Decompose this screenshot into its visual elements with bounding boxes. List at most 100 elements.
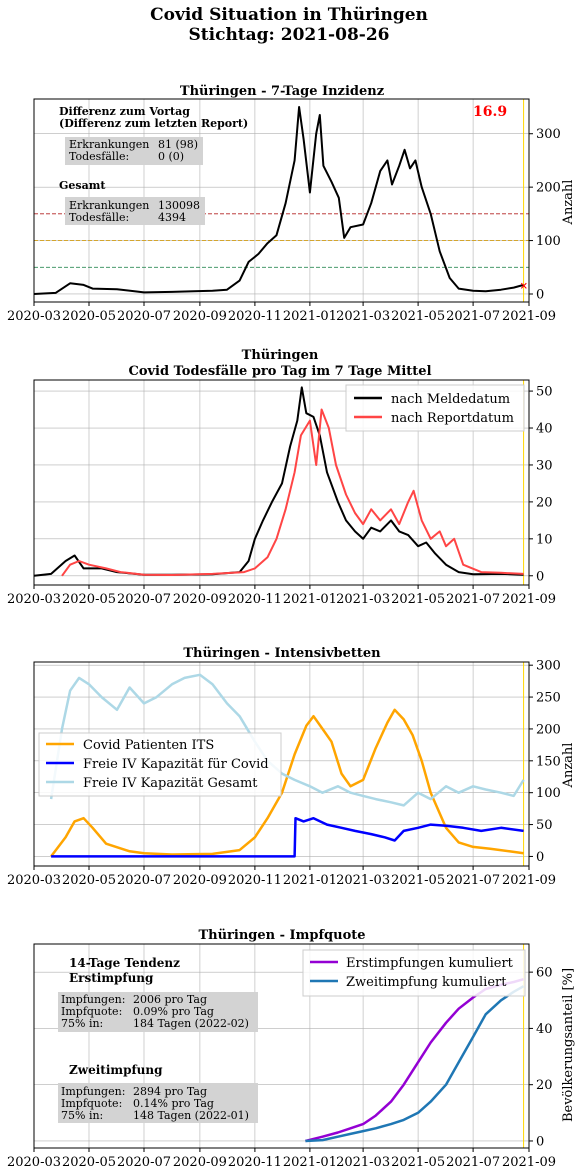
y-tick-label: 0 — [536, 1134, 544, 1149]
x-tick-label: 2020-05 — [62, 309, 116, 324]
x-tick-label: 2020-09 — [173, 1155, 227, 1170]
figure-title-line2: Stichtag: 2021-08-26 — [189, 25, 390, 45]
y-tick-label: 20 — [536, 1078, 553, 1093]
x-tick-label: 2021-01 — [283, 309, 337, 324]
y-tick-label: 300 — [536, 659, 561, 674]
panel-impfquote-ylabel: Bevölkerungsanteil [%] — [561, 968, 576, 1122]
panel-intensivbetten-ylabel: Anzahl — [561, 743, 576, 789]
x-tick-label: 2021-01 — [283, 1155, 337, 1170]
legend-impfquote: Erstimpfungen kumuliert Zweitimpfung kum… — [302, 949, 526, 997]
total-title: Gesamt — [59, 179, 106, 192]
second-row3-label: 75% in: — [61, 1109, 103, 1122]
second-row3-value: 148 Tagen (2022-01) — [133, 1109, 249, 1122]
legend-todesfaelle: nach Meldedatum nach Reportdatum — [345, 384, 525, 432]
diff-row1-label: Erkrankungen — [69, 138, 149, 151]
diff-row2-label: Todesfälle: — [69, 150, 129, 163]
x-tick-label: 2020-09 — [173, 309, 227, 324]
x-tick-label: 2020-03 — [7, 309, 61, 324]
second-box — [58, 1083, 258, 1123]
second-row1-value: 2894 pro Tag — [133, 1085, 207, 1098]
first-row2-label: Impfquote: — [61, 1005, 122, 1018]
plot-frame — [33, 98, 530, 303]
panel-impfquote-plot: 0 20 40 60 2020-03 2020-05 2020-07 2020-09 2020-… — [7, 943, 556, 1170]
diff-row2-value: 0 (0) — [158, 150, 184, 163]
first-row1-label: Impfungen: — [61, 993, 125, 1006]
first-box — [58, 992, 258, 1032]
y-tick-label: 40 — [536, 422, 553, 437]
x-tick-label: 2020-07 — [117, 309, 171, 324]
x-tick-label: 2021-05 — [391, 873, 445, 888]
plot-frame — [33, 661, 530, 867]
x-tick-label: 2020-05 — [62, 592, 116, 607]
y-tick-label: 0 — [536, 850, 544, 865]
y-tick-label: 100 — [536, 234, 561, 249]
x-tick-label: 2021-03 — [336, 309, 390, 324]
first-row3-value: 184 Tagen (2022-02) — [133, 1017, 249, 1030]
panel-todesfaelle-title-line2: Covid Todesfälle pro Tag im 7 Tage Mitte… — [128, 364, 431, 379]
diff-box — [65, 137, 203, 165]
series-line-1 — [305, 985, 525, 1143]
y-tick-label: 30 — [536, 458, 553, 473]
x-tick-label: 2020-07 — [117, 1155, 171, 1170]
total-row1-value: 130098 — [158, 199, 200, 212]
y-tick-label: 50 — [536, 385, 553, 400]
x-tick-label: 2021-07 — [446, 592, 500, 607]
legend-label-frei-gesamt: Freie IV Kapazität Gesamt — [83, 776, 258, 791]
x-tick-label: 2021-09 — [502, 592, 556, 607]
x-tick-label: 2020-03 — [7, 1155, 61, 1170]
x-tick-label: 2021-01 — [283, 592, 337, 607]
plot-frame — [33, 379, 530, 586]
x-tick-label: 2020-05 — [62, 1155, 116, 1170]
legend-label-erstimpfung: Erstimpfungen kumuliert — [346, 956, 514, 971]
x-tick-label: 2021-07 — [446, 873, 500, 888]
legend-label-zweitimpfung: Zweitimpfung kumuliert — [346, 975, 507, 990]
first-title-line1: 14-Tage Tendenz — [69, 956, 180, 970]
y-tick-label: 200 — [536, 181, 561, 196]
y-tick-label: 0 — [536, 569, 544, 584]
series-line-1 — [51, 816, 524, 858]
x-tick-label: 2020-07 — [117, 592, 171, 607]
x-tick-label: 2021-09 — [502, 309, 556, 324]
total-row2-label: Todesfälle: — [69, 211, 129, 224]
y-tick-label: 50 — [536, 818, 553, 833]
x-tick-label: 2021-03 — [336, 873, 390, 888]
panel-intensivbetten-title: Thüringen - Intensivbetten — [183, 646, 381, 661]
first-row1-value: 2006 pro Tag — [133, 993, 207, 1006]
first-row3-label: 75% in: — [61, 1017, 103, 1030]
x-tick-label: 2020-05 — [62, 873, 116, 888]
first-title-line2: Erstimpfung — [69, 971, 154, 985]
panel-inzidenz-title: Thüringen - 7-Tage Inzidenz — [180, 84, 384, 99]
y-tick-label: 150 — [536, 754, 561, 769]
diff-title-line2: (Differenz zum letzten Report) — [59, 117, 248, 130]
legend-label-covid-its: Covid Patienten ITS — [83, 738, 214, 753]
total-row2-value: 4394 — [158, 211, 186, 224]
total-row1-label: Erkrankungen — [69, 199, 149, 212]
x-tick-label: 2020-03 — [7, 873, 61, 888]
legend-intensivbetten-frame — [38, 732, 282, 797]
panel-inzidenz: Thüringen - 7-Tage Inzidenz × 0 100 200 300 2… — [7, 84, 576, 324]
x-tick-label: 2021-09 — [502, 873, 556, 888]
second-row1-label: Impfungen: — [61, 1085, 125, 1098]
diff-title-line1: Differenz zum Vortag — [59, 105, 190, 118]
y-tick-label: 200 — [536, 722, 561, 737]
plot-frame — [33, 943, 530, 1149]
x-tick-label: 2021-05 — [391, 1155, 445, 1170]
x-tick-label: 2021-05 — [391, 309, 445, 324]
x-tick-label: 2021-01 — [283, 873, 337, 888]
series-line-1 — [61, 408, 524, 577]
first-row2-value: 0.09% pro Tag — [133, 1005, 214, 1018]
y-tick-label: 20 — [536, 495, 553, 510]
y-tick-label: 300 — [536, 127, 561, 142]
second-title: Zweitimpfung — [69, 1063, 163, 1077]
diff-row1-value: 81 (98) — [158, 138, 198, 151]
legend-label-frei-covid: Freie IV Kapazität für Covid — [83, 757, 269, 772]
x-tick-label: 2021-05 — [391, 592, 445, 607]
x-tick-label: 2020-09 — [173, 592, 227, 607]
y-tick-label: 0 — [536, 287, 544, 302]
figure-title-line1: Covid Situation in Thüringen — [150, 5, 428, 25]
panel-intensivbetten: Thüringen - Intensivbetten 0 50 100 150 200 2… — [7, 646, 576, 888]
